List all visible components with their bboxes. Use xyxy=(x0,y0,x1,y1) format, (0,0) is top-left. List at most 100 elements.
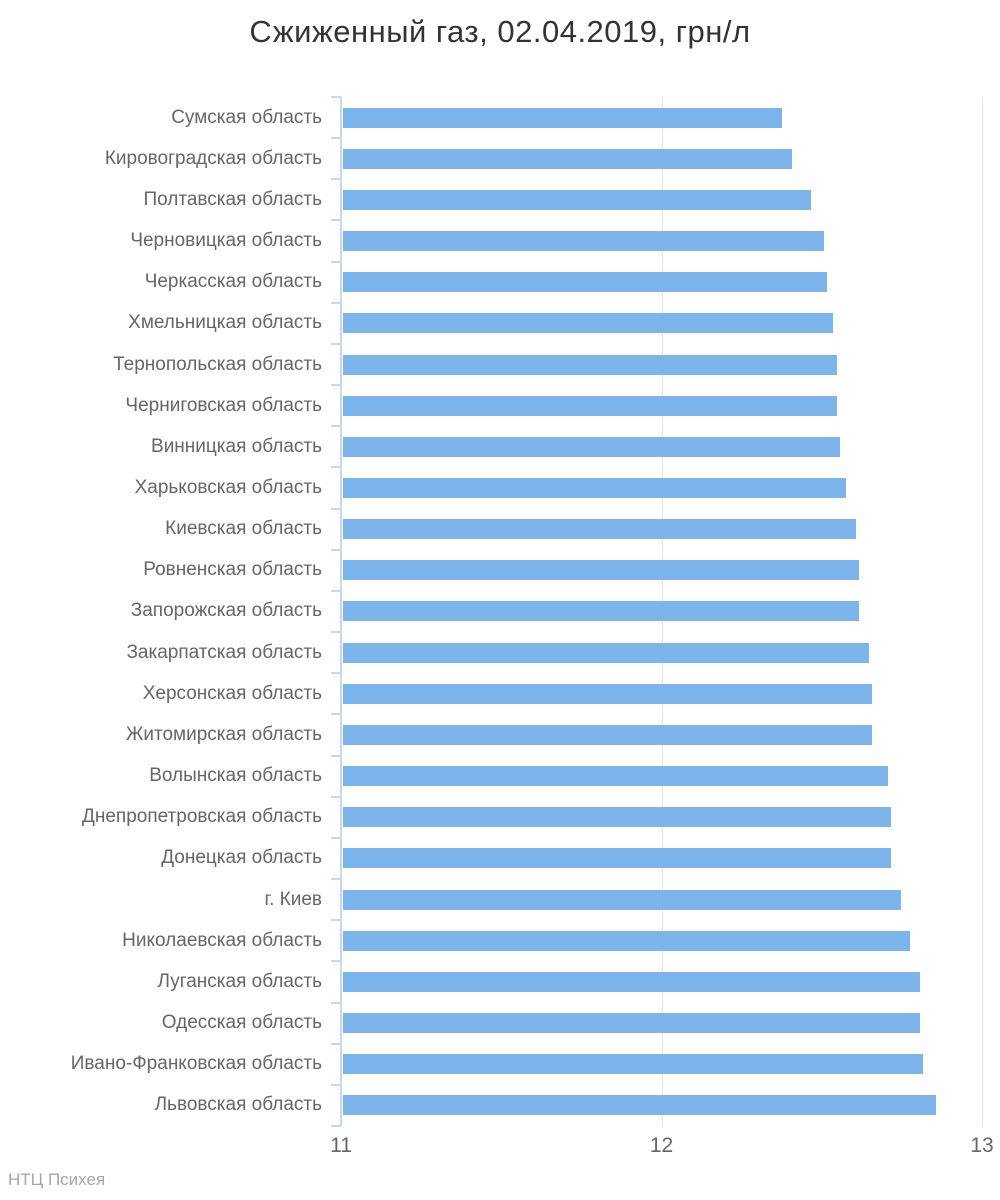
chart-row: Ровненская область xyxy=(0,550,1000,591)
chart-row: Одесская область xyxy=(0,1002,1000,1043)
chart-row: Кировоградская область xyxy=(0,138,1000,179)
category-label: Тернопольская область xyxy=(113,353,322,375)
category-label: Кировоградская область xyxy=(104,147,322,169)
category-label: Харьковская область xyxy=(134,476,322,498)
category-axis-tick xyxy=(331,178,341,180)
chart-row: Житомирская область xyxy=(0,714,1000,755)
value-axis-tick-label: 13 xyxy=(970,1134,994,1157)
chart-row: Днепропетровская область xyxy=(0,797,1000,838)
category-axis-tick xyxy=(331,919,341,921)
bar[interactable] xyxy=(343,601,859,622)
category-label: Черкасская область xyxy=(144,271,322,293)
category-label: Николаевская область xyxy=(122,929,322,951)
category-axis-tick xyxy=(331,302,341,304)
category-label: Черновицкая область xyxy=(130,230,322,252)
bar[interactable] xyxy=(343,807,892,828)
category-label: Хмельницкая область xyxy=(128,312,322,334)
bar[interactable] xyxy=(343,436,840,457)
category-label: Полтавская область xyxy=(143,188,322,210)
category-axis-tick xyxy=(331,549,341,551)
bar[interactable] xyxy=(343,683,872,704)
bar[interactable] xyxy=(343,642,869,663)
category-axis-tick xyxy=(331,672,341,674)
bar[interactable] xyxy=(343,560,859,581)
chart-row: Черновицкая область xyxy=(0,220,1000,261)
bar[interactable] xyxy=(343,1095,936,1116)
bar[interactable] xyxy=(343,148,792,169)
category-axis-line xyxy=(340,97,342,1126)
chart-row: Винницкая область xyxy=(0,426,1000,467)
bar[interactable] xyxy=(343,107,783,128)
category-axis-tick xyxy=(331,466,341,468)
chart-row: Хмельницкая область xyxy=(0,303,1000,344)
category-axis-tick xyxy=(331,137,341,139)
bar-rows: Сумская область Кировоградская область Пол… xyxy=(0,97,1000,1126)
chart-title: Сжиженный газ, 02.04.2019, грн/л xyxy=(249,14,751,49)
category-label: Львовская область xyxy=(154,1094,322,1116)
category-label: Днепропетровская область xyxy=(81,806,322,828)
bar[interactable] xyxy=(343,766,888,787)
bar[interactable] xyxy=(343,519,856,540)
category-axis-tick xyxy=(331,96,341,98)
category-label: Луганская область xyxy=(157,970,322,992)
chart-row: Черкасская область xyxy=(0,262,1000,303)
chart-row: Волынская область xyxy=(0,756,1000,797)
value-axis-tick-label: 11 xyxy=(330,1134,352,1157)
bar[interactable] xyxy=(343,395,837,416)
chart-row: Николаевская область xyxy=(0,920,1000,961)
category-axis-tick xyxy=(331,837,341,839)
category-label: Ивано-Франковская область xyxy=(70,1053,322,1075)
category-axis-tick xyxy=(331,384,341,386)
category-axis-tick xyxy=(331,878,341,880)
bar[interactable] xyxy=(343,724,872,745)
category-label: Закарпатская область xyxy=(126,641,322,663)
chart-row: Черниговская область xyxy=(0,385,1000,426)
category-axis-tick xyxy=(331,713,341,715)
chart-row: Киевская область xyxy=(0,509,1000,550)
category-label: Одесская область xyxy=(161,1012,322,1034)
category-axis-tick xyxy=(331,343,341,345)
chart-row: Донецкая область xyxy=(0,838,1000,879)
bar[interactable] xyxy=(343,231,824,252)
plot-area: Сумская область Кировоградская область Пол… xyxy=(0,96,1000,1127)
bar[interactable] xyxy=(343,477,847,498)
category-axis-tick xyxy=(331,261,341,263)
category-label: Киевская область xyxy=(165,518,322,540)
chart-row: Сумская область xyxy=(0,97,1000,138)
category-axis-tick xyxy=(331,425,341,427)
category-axis-tick xyxy=(331,960,341,962)
bar[interactable] xyxy=(343,354,837,375)
bar[interactable] xyxy=(343,848,892,869)
chart-row: Харьковская область xyxy=(0,467,1000,508)
bar[interactable] xyxy=(343,971,920,992)
credits-link[interactable]: НТЦ Психея xyxy=(8,1170,106,1189)
bar[interactable] xyxy=(343,1054,924,1075)
category-label: Ровненская область xyxy=(143,559,322,581)
chart-row: Ивано-Франковская область xyxy=(0,1044,1000,1085)
category-label: Донецкая область xyxy=(161,847,322,869)
bar[interactable] xyxy=(343,313,834,334)
category-axis-tick xyxy=(331,631,341,633)
value-axis-tick-label: 12 xyxy=(649,1134,674,1157)
category-label: Житомирская область xyxy=(125,723,322,745)
category-axis-tick xyxy=(331,1043,341,1045)
gridline xyxy=(982,97,983,1126)
bar[interactable] xyxy=(343,272,827,293)
chart-row: Закарпатская область xyxy=(0,632,1000,673)
chart-row: Тернопольская область xyxy=(0,344,1000,385)
chart-row: Запорожская область xyxy=(0,591,1000,632)
category-axis-tick xyxy=(331,1002,341,1004)
category-axis-tick xyxy=(331,590,341,592)
bar[interactable] xyxy=(343,889,901,910)
category-axis-tick xyxy=(331,755,341,757)
bar[interactable] xyxy=(343,930,911,951)
chart-row: Луганская область xyxy=(0,961,1000,1002)
bar[interactable] xyxy=(343,189,811,210)
category-label: Волынская область xyxy=(149,765,322,787)
chart-row: Полтавская область xyxy=(0,179,1000,220)
chart-row: Львовская область xyxy=(0,1085,1000,1126)
chart-row: г. Киев xyxy=(0,879,1000,920)
category-label: Запорожская область xyxy=(130,600,322,622)
bar[interactable] xyxy=(343,1013,920,1034)
